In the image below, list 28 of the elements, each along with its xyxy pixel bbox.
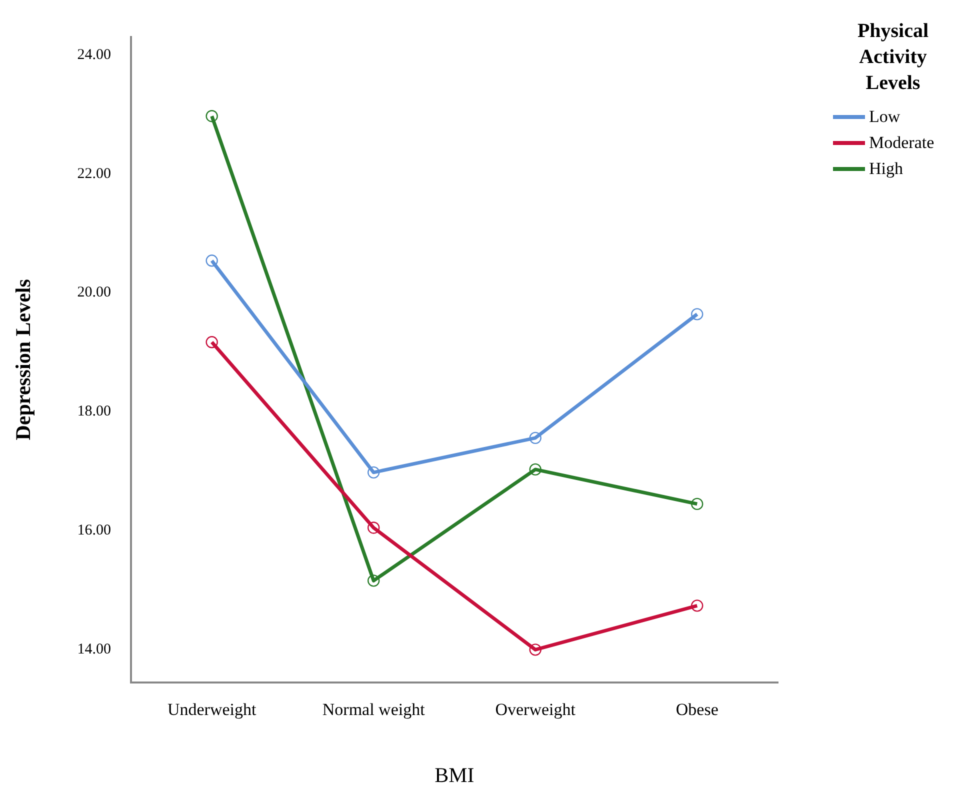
y-tick-label: 24.00 [77, 46, 111, 63]
point [367, 574, 380, 587]
legend-label: Low [869, 106, 900, 128]
y-tick-label: 16.00 [77, 522, 111, 539]
point [206, 254, 218, 267]
point [529, 432, 542, 444]
legend-title: Physical Activity Levels [856, 19, 930, 96]
point [691, 600, 704, 612]
x-tick-label: Normal weight [322, 700, 426, 720]
y-tick-label: 20.00 [77, 284, 111, 301]
point [206, 336, 218, 348]
legend-label: High [869, 158, 903, 180]
legend-label: Moderate [869, 132, 934, 154]
point [367, 466, 380, 479]
y-tick-label: 18.00 [77, 404, 111, 420]
x-tick-label: Obese [676, 700, 718, 720]
point [691, 498, 704, 510]
point [529, 463, 542, 476]
x-tick-label: Underweight [167, 700, 256, 720]
x-axis-title: BMI [434, 762, 474, 787]
point [206, 110, 218, 122]
point [529, 644, 542, 656]
y-axis-title: Depression Levels [11, 279, 36, 440]
point [367, 522, 380, 534]
x-tick-label: Overweight [495, 700, 576, 720]
y-tick-label: 14.00 [77, 642, 111, 658]
point [691, 308, 704, 320]
y-tick-label: 22.00 [77, 166, 111, 182]
